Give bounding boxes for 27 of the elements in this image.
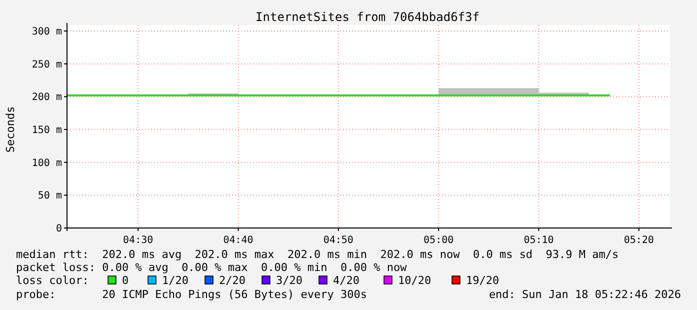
x-tick-label: 04:30 — [123, 235, 154, 246]
legend-label: 19/20 — [466, 274, 500, 287]
legend-label: 3/20 — [276, 274, 302, 287]
x-tick-label: 05:10 — [524, 235, 554, 246]
y-axis-title: Seconds — [4, 106, 17, 153]
y-tick-label: 200 m — [32, 92, 62, 104]
y-tick-label: 250 m — [32, 59, 62, 70]
text: median rtt: 202.0 ms avg 202.0 ms max 202.0 ms min 202.0 ms now 0.0 ms sd 93.9 M am/s — [16, 248, 619, 261]
text: end: Sun Jan 18 05:22:46 2026 — [488, 288, 681, 301]
legend-label: 1/20 — [162, 274, 188, 287]
chart-title: InternetSites from 7064bbad6f3f — [256, 10, 480, 24]
x-tick-label: 05:20 — [624, 235, 654, 246]
y-tick-label: 300 m — [32, 26, 62, 38]
x-tick-label: 05:00 — [424, 235, 454, 246]
legend-label: 10/20 — [398, 274, 432, 287]
text: packet loss: 0.00 % avg 0.00 % max 0.00 % min 0.00 % now — [16, 261, 408, 274]
y-tick-label: 50 m — [38, 190, 62, 202]
x-tick-label: 04:50 — [323, 235, 354, 246]
legend-title: loss color: — [16, 274, 89, 287]
y-tick-label: 150 m — [32, 125, 62, 136]
legend-label: 2/20 — [219, 274, 246, 287]
legend-label: 0 — [122, 274, 129, 287]
y-tick-label: 0 — [56, 224, 62, 234]
text: probe: 20 ICMP Echo Pings (56 Bytes) every 300s — [16, 288, 367, 301]
legend-label: 4/20 — [333, 274, 360, 287]
x-tick-label: 04:40 — [223, 235, 254, 246]
y-tick-label: 100 m — [32, 158, 62, 169]
